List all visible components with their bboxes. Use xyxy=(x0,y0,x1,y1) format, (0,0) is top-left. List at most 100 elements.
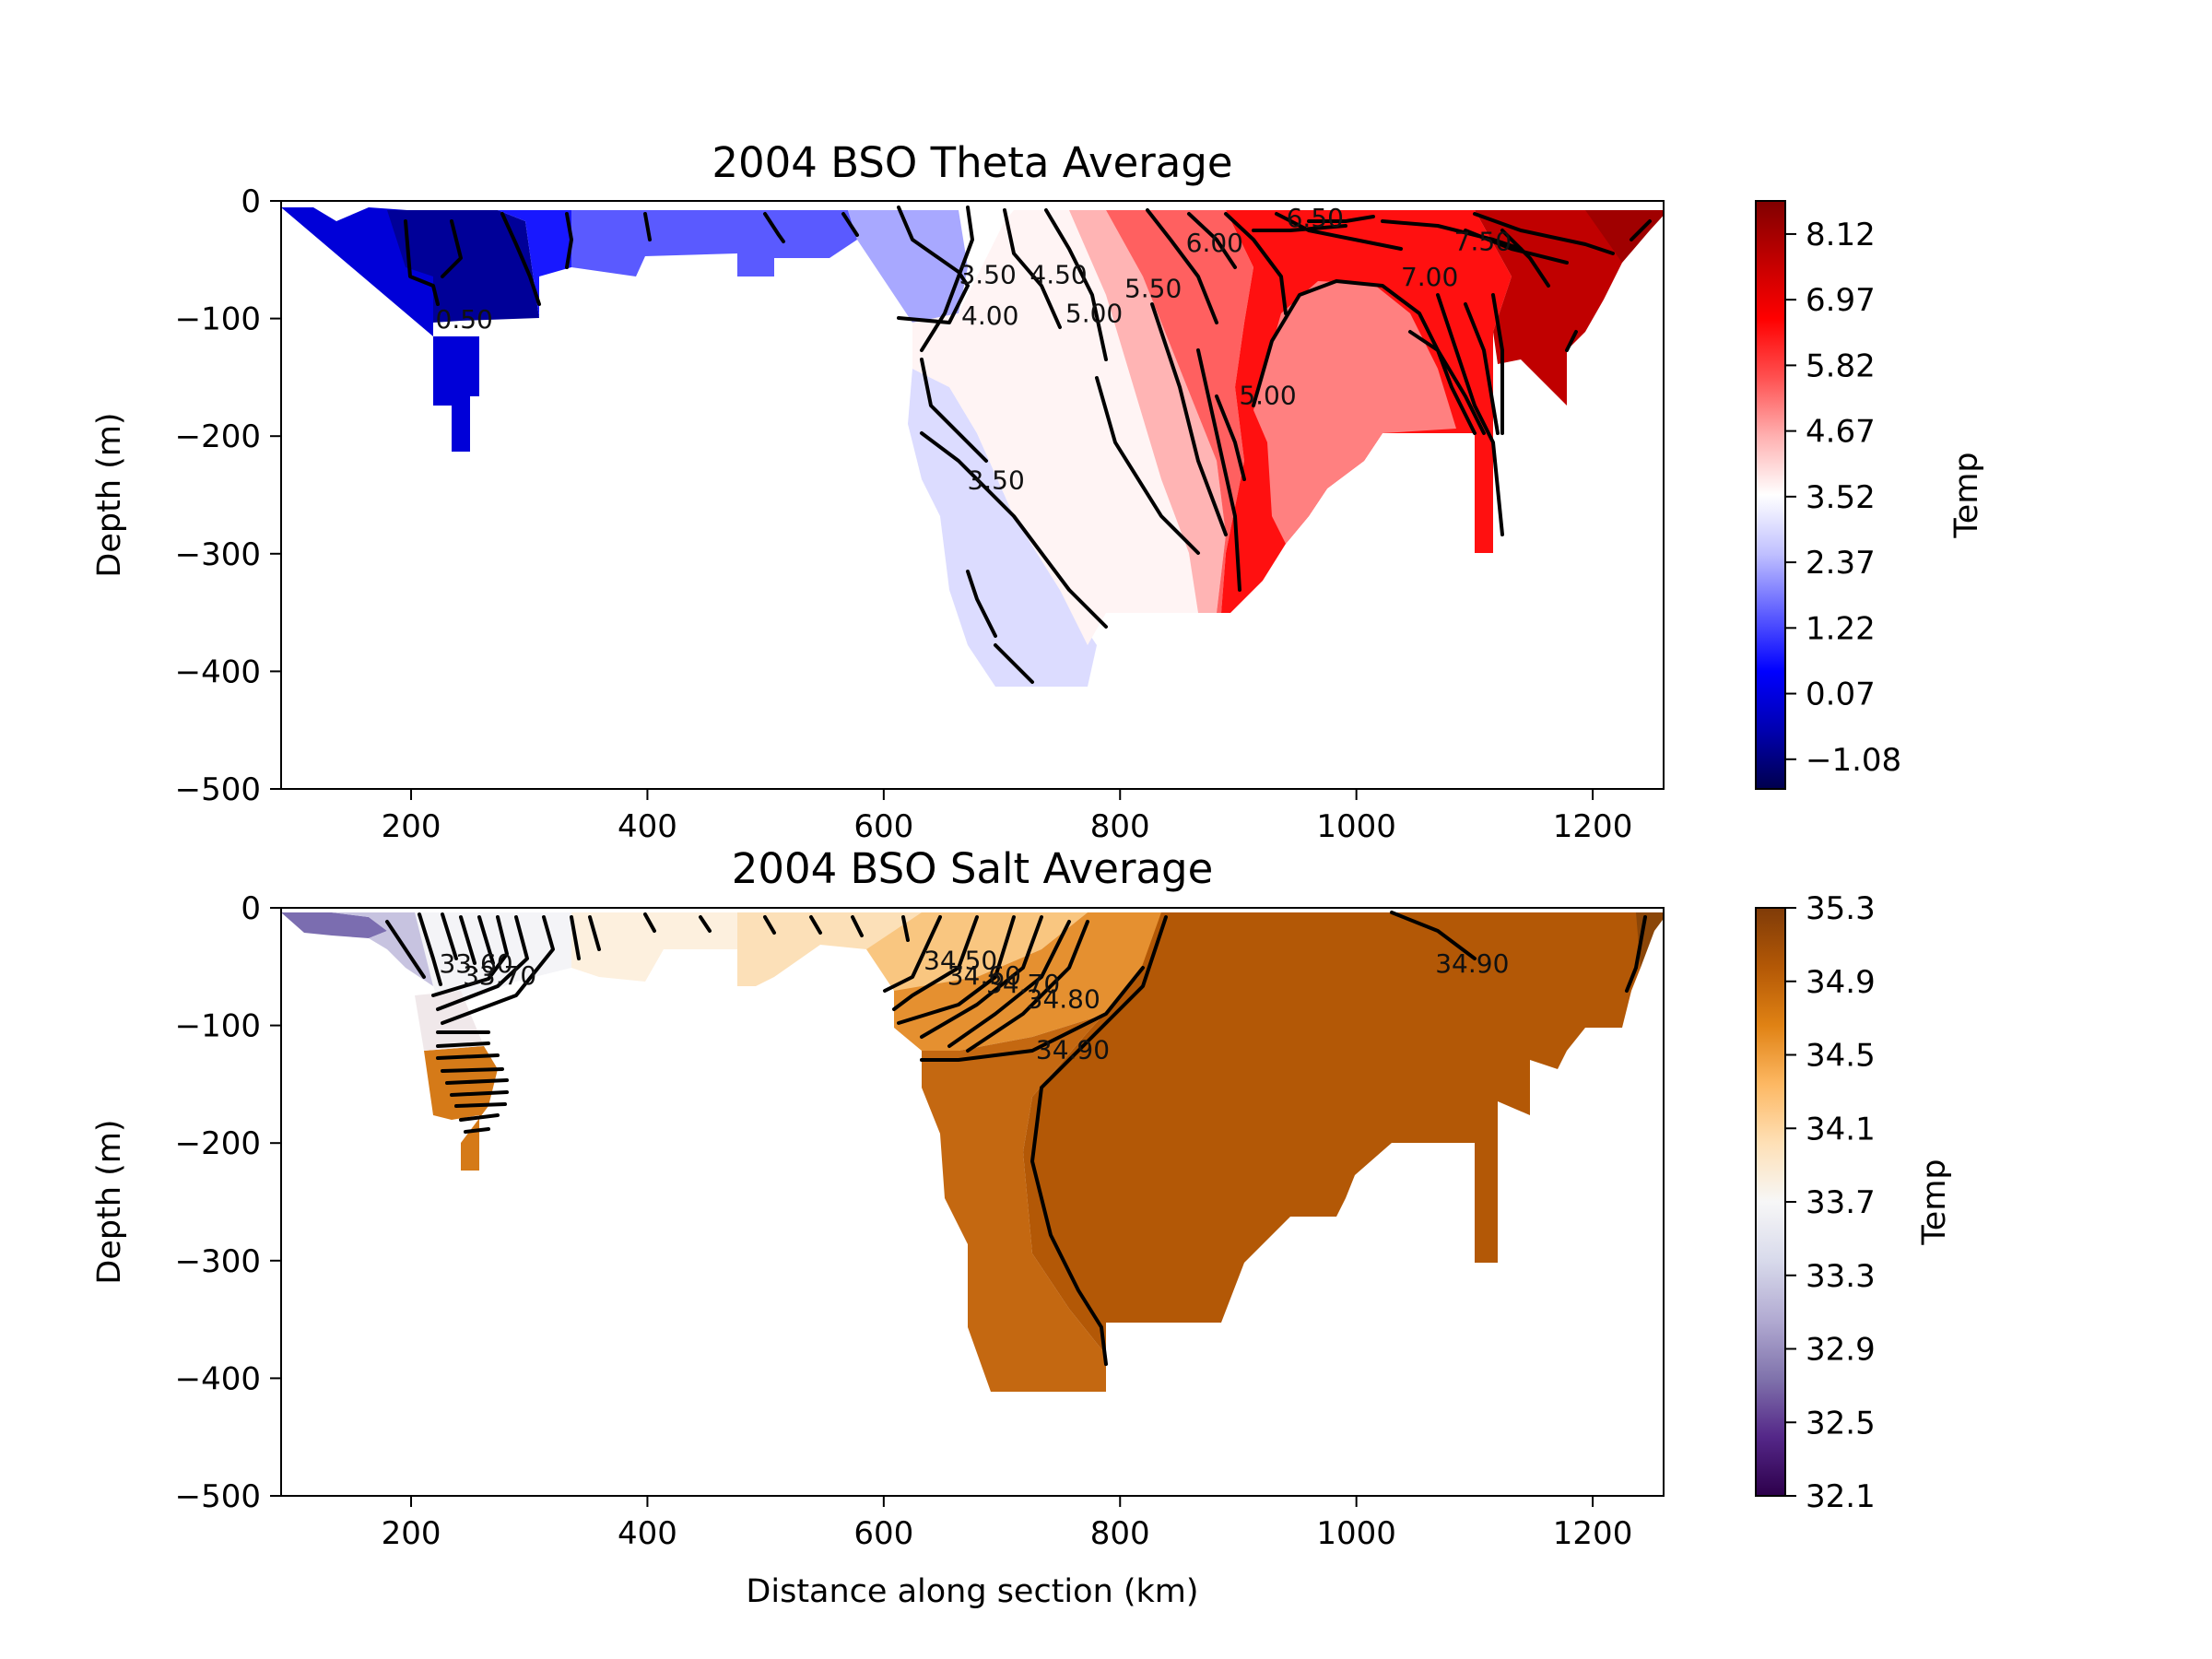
contour-line xyxy=(441,912,458,960)
contour-line xyxy=(901,915,910,942)
contour-line xyxy=(699,915,712,933)
colorbar-tick-label: 32.1 xyxy=(1806,1478,1876,1515)
colorbar-tick-label: 8.12 xyxy=(1806,217,1876,253)
contour-line xyxy=(588,915,601,951)
contour-label: 4.50 xyxy=(1030,259,1087,289)
x-tick-label: 400 xyxy=(618,808,677,845)
contour-line xyxy=(920,206,974,352)
theta-x-axis: 200 400 600 800 1000 1200 xyxy=(382,789,1632,845)
contour-label: 5.00 xyxy=(1239,381,1296,411)
contour-line xyxy=(920,431,1108,629)
contour-line xyxy=(500,212,541,306)
theta-region-white xyxy=(912,210,1198,645)
contour-line xyxy=(966,920,1089,1053)
y-tick-label: −300 xyxy=(175,1243,261,1280)
contour-line xyxy=(1044,208,1108,361)
contour-label: 34.90 xyxy=(1036,1034,1110,1065)
y-tick-label: −400 xyxy=(175,1360,261,1397)
x-tick-label: 200 xyxy=(382,1515,441,1552)
theta-axes-frame xyxy=(280,200,1665,790)
salt-y-label: Depth (m) xyxy=(91,1119,128,1284)
contour-line xyxy=(1307,215,1375,223)
theta-colorbar xyxy=(1756,201,1785,789)
contour-line xyxy=(1625,915,1647,993)
contour-line xyxy=(763,212,785,243)
contour-line xyxy=(966,570,997,638)
contour-line xyxy=(1146,208,1218,324)
contour-label: 6.00 xyxy=(1186,228,1243,258)
contour-line xyxy=(1150,302,1228,536)
contour-label: 5.50 xyxy=(1124,274,1182,304)
contour-line xyxy=(1252,224,1347,232)
contour-line xyxy=(1224,212,1288,315)
contour-label: 6.50 xyxy=(1287,203,1344,233)
colorbar-tick-label: 34.5 xyxy=(1806,1038,1876,1075)
colorbar-tick-label: 35.3 xyxy=(1806,890,1876,927)
theta-colorbar-label: Temp xyxy=(1948,452,1985,538)
salt-panel: 33.6033.7034.5034.6034.7034.8034.9034.90… xyxy=(91,844,1953,1610)
contour-line xyxy=(441,915,555,1025)
contour-label: 34.80 xyxy=(1027,983,1100,1014)
theta-contour-labels: 0.503.504.003.504.505.005.506.006.507.00… xyxy=(436,203,1512,496)
x-tick-label: 600 xyxy=(853,808,913,845)
contour-label: 7.00 xyxy=(1401,262,1458,292)
colorbar-tick-label: 5.82 xyxy=(1806,347,1876,384)
x-tick-label: 800 xyxy=(1090,1515,1150,1552)
contour-line xyxy=(418,912,442,986)
x-tick-label: 1000 xyxy=(1316,808,1396,845)
contour-line xyxy=(920,358,988,463)
contour-line xyxy=(994,643,1034,684)
contour-line xyxy=(436,1041,490,1048)
contour-line xyxy=(1491,293,1504,435)
theta-panel: 0.503.504.003.504.505.005.506.006.507.00… xyxy=(91,138,1985,845)
contour-label: 34.50 xyxy=(924,945,997,975)
salt-region-lightorange xyxy=(866,912,1088,991)
contour-label: 33.70 xyxy=(463,960,536,991)
y-tick-label: −300 xyxy=(175,536,261,573)
contour-line xyxy=(464,1127,490,1134)
colorbar-tick-label: −1.08 xyxy=(1806,742,1901,779)
y-tick-label: −200 xyxy=(175,1125,261,1162)
colorbar-tick-label: 3.52 xyxy=(1806,479,1876,516)
colorbar-tick-label: 1.22 xyxy=(1806,610,1876,647)
colorbar-tick-label: 0.07 xyxy=(1806,677,1876,713)
salt-region-brown-deep xyxy=(922,912,1171,1392)
colorbar-tick-label: 32.9 xyxy=(1806,1332,1876,1369)
y-tick-label: 0 xyxy=(241,183,261,220)
contour-line xyxy=(441,219,463,278)
theta-region-blue-mid xyxy=(498,210,571,318)
colorbar-tick-label: 6.97 xyxy=(1806,282,1876,319)
theta-y-axis: 0 −100 −200 −300 −400 −500 xyxy=(175,183,281,808)
salt-region-trough xyxy=(424,1046,498,1171)
contour-label: 34.90 xyxy=(1435,948,1509,979)
contour-line xyxy=(1095,376,1200,555)
contour-line xyxy=(445,1078,509,1085)
theta-region-red-inner xyxy=(1253,281,1456,544)
contour-line xyxy=(1215,394,1246,481)
salt-axes-frame xyxy=(280,907,1665,1497)
contour-label: 3.50 xyxy=(967,465,1024,496)
contour-line xyxy=(897,915,1016,1025)
contour-line xyxy=(1630,219,1652,241)
contour-line xyxy=(450,1090,509,1097)
contour-line xyxy=(431,915,509,997)
contour-label: 34.70 xyxy=(986,969,1060,999)
salt-contour-lines xyxy=(385,911,1647,1366)
contour-line xyxy=(883,915,942,993)
theta-field xyxy=(281,207,1664,687)
x-tick-label: 1200 xyxy=(1553,1515,1633,1552)
contour-line xyxy=(1464,302,1500,435)
contour-label: 4.00 xyxy=(961,300,1018,331)
contour-line xyxy=(1473,212,1615,255)
contour-line xyxy=(1381,219,1523,251)
contour-line xyxy=(841,212,859,237)
contour-label: 3.50 xyxy=(959,259,1016,289)
contour-line xyxy=(570,915,581,960)
colorbar-tick-label: 32.5 xyxy=(1806,1405,1876,1441)
colorbar-tick-label: 34.1 xyxy=(1806,1111,1876,1147)
contour-line xyxy=(1408,330,1486,435)
contour-line xyxy=(454,1102,507,1108)
contour-line xyxy=(892,915,979,1011)
